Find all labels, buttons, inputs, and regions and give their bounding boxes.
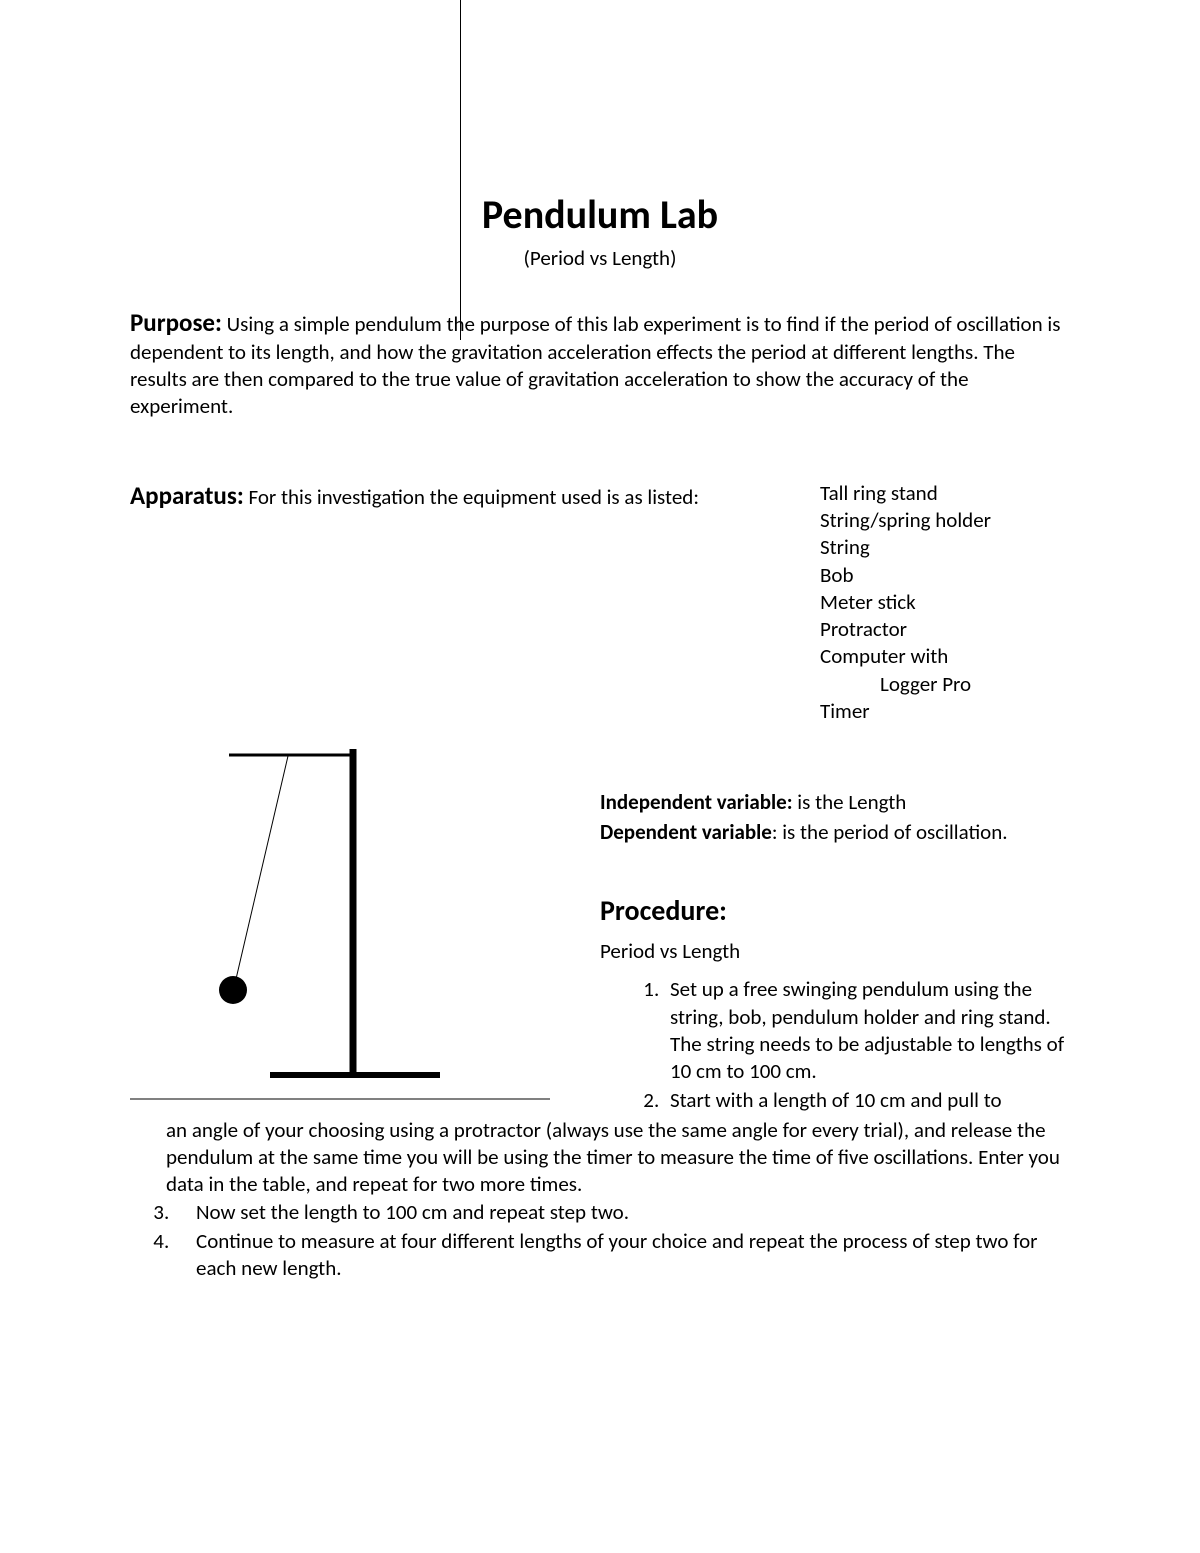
independent-variable: Independent variable: is the Length bbox=[600, 789, 1070, 815]
page-title: Pendulum Lab bbox=[130, 190, 1070, 239]
pendulum-diagram bbox=[130, 749, 550, 1104]
apparatus-label: Apparatus: bbox=[130, 480, 244, 511]
procedure-subheading: Period vs Length bbox=[600, 938, 1070, 964]
list-item: String/spring holder bbox=[820, 507, 1070, 534]
list-item: Timer bbox=[820, 698, 1070, 725]
iv-text: is the Length bbox=[793, 789, 907, 815]
list-item: String bbox=[820, 534, 1070, 561]
purpose-section: Purpose: Using a simple pendulum the pur… bbox=[130, 307, 1070, 420]
bob-circle bbox=[219, 976, 247, 1004]
procedure-heading: Procedure: bbox=[600, 893, 1070, 928]
dependent-variable: Dependent variable: is the period of osc… bbox=[600, 819, 1070, 845]
equipment-list: Tall ring stand String/spring holder Str… bbox=[820, 480, 1070, 726]
string-line bbox=[236, 756, 288, 979]
apparatus-section: Apparatus: For this investigation the eq… bbox=[130, 480, 1070, 726]
vertical-divider bbox=[460, 0, 461, 340]
apparatus-intro: Apparatus: For this investigation the eq… bbox=[130, 480, 820, 512]
apparatus-text: For this investigation the equipment use… bbox=[244, 484, 699, 510]
purpose-label: Purpose: bbox=[130, 307, 222, 338]
step-2-first-line: Start with a length of 10 cm and pull to bbox=[664, 1087, 1070, 1114]
step-2-continuation: an angle of your choosing using a protra… bbox=[130, 1117, 1070, 1199]
step-4: Continue to measure at four different le… bbox=[174, 1228, 1070, 1283]
step-3: Now set the length to 100 cm and repeat … bbox=[174, 1199, 1070, 1226]
page-subtitle: (Period vs Length) bbox=[130, 245, 1070, 271]
list-item: Protractor bbox=[820, 616, 1070, 643]
iv-label: Independent variable: bbox=[600, 789, 793, 815]
dv-label: Dependent variable bbox=[600, 819, 772, 845]
procedure-steps-bottom: Now set the length to 100 cm and repeat … bbox=[130, 1199, 1070, 1283]
procedure-steps-top: Set up a free swinging pendulum using th… bbox=[600, 976, 1070, 1114]
list-item: Meter stick bbox=[820, 589, 1070, 616]
right-column: Independent variable: is the Length Depe… bbox=[590, 749, 1070, 1116]
lower-section: Independent variable: is the Length Depe… bbox=[130, 749, 1070, 1116]
list-item: Bob bbox=[820, 562, 1070, 589]
list-item: Tall ring stand bbox=[820, 480, 1070, 507]
purpose-text: Using a simple pendulum the purpose of t… bbox=[130, 311, 1060, 419]
diagram-column bbox=[130, 749, 590, 1116]
dv-text: : is the period of oscillation. bbox=[772, 819, 1008, 845]
list-item: Logger Pro bbox=[820, 671, 1070, 698]
list-item: Computer with bbox=[820, 643, 1070, 670]
page: Pendulum Lab (Period vs Length) Purpose:… bbox=[0, 0, 1200, 1553]
step-1: Set up a free swinging pendulum using th… bbox=[664, 976, 1070, 1085]
